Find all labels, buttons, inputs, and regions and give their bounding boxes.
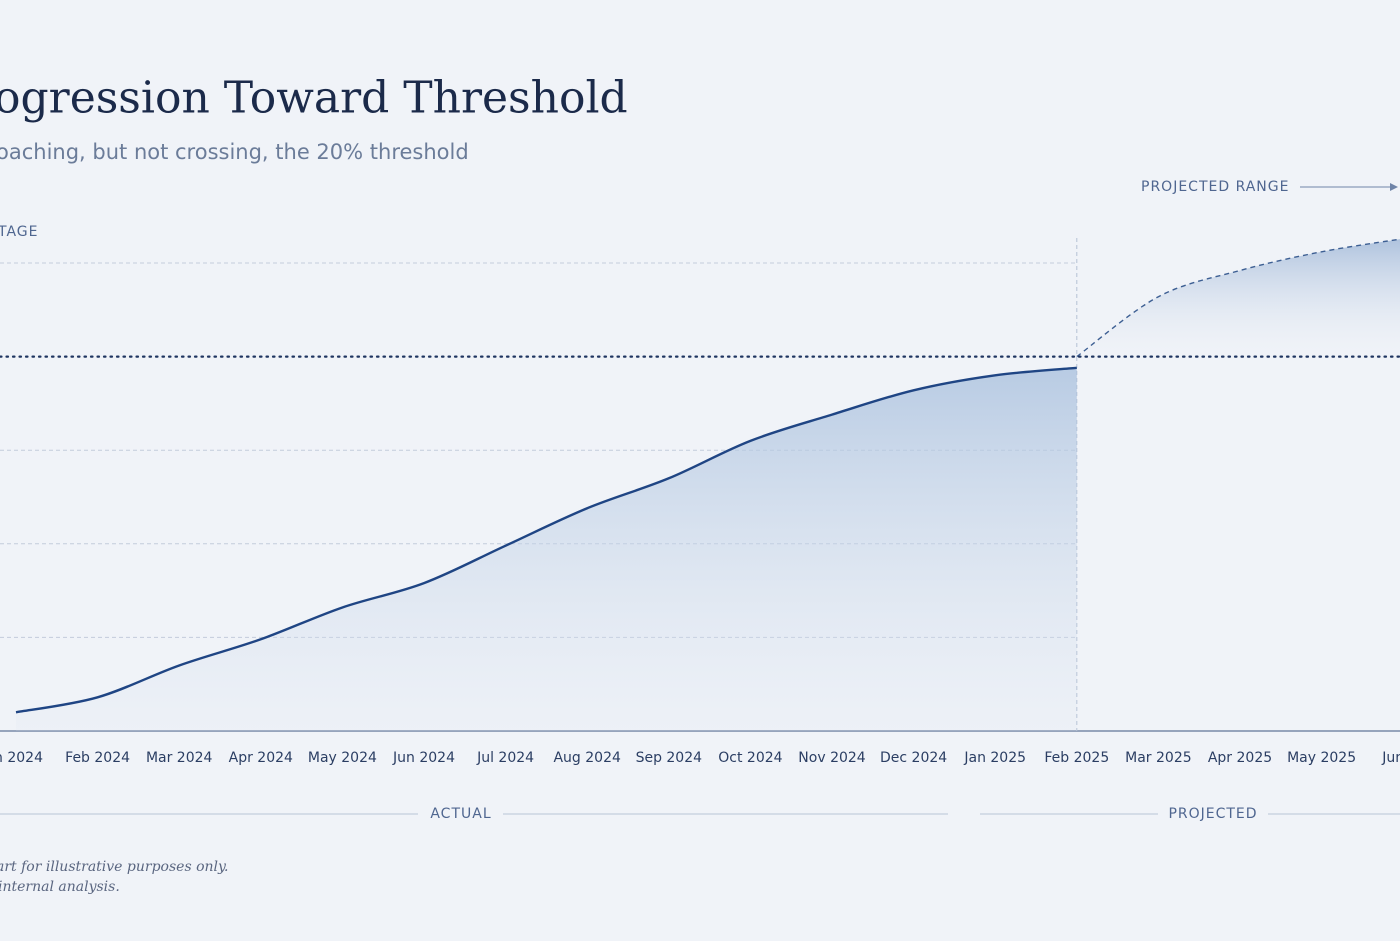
x-tick-label: Jun: [1381, 750, 1400, 766]
x-tick-label: Mar 2025: [1125, 750, 1192, 766]
x-tick-label: May 2024: [308, 750, 377, 766]
chart-title: ogression Toward Threshold: [0, 73, 628, 124]
projected-range-label: PROJECTED RANGE: [1141, 179, 1289, 195]
arrow-head: [1390, 183, 1398, 191]
x-tick-label: May 2025: [1287, 750, 1356, 766]
x-tick-label: Jan 2025: [963, 750, 1026, 766]
line: [1076, 238, 1400, 358]
x-tick-label: Mar 2024: [146, 750, 213, 766]
x-tick-label: Dec 2024: [880, 750, 947, 766]
x-tick-label: Apr 2024: [229, 750, 293, 766]
chart-subtitle: oaching, but not crossing, the 20% thres…: [0, 140, 469, 164]
footnote: art for illustrative purposes only.: [0, 859, 229, 875]
x-tick-label: an 2024: [0, 750, 43, 766]
x-tick-label: Oct 2024: [718, 750, 782, 766]
y-axis-label: TAGE: [0, 224, 39, 240]
x-tick-label: Aug 2024: [553, 750, 621, 766]
x-tick-label: Nov 2024: [798, 750, 865, 766]
x-tick-label: Apr 2025: [1208, 750, 1272, 766]
footnote: internal analysis.: [0, 879, 120, 895]
legend-label: ACTUAL: [430, 806, 491, 822]
x-tick-label: Feb 2025: [1044, 750, 1109, 766]
area: [1076, 239, 1400, 367]
x-tick-label: Jun 2024: [392, 750, 455, 766]
x-tick-label: Jul 2024: [476, 750, 534, 766]
line: [15, 366, 1077, 714]
x-tick-label: Feb 2024: [65, 750, 130, 766]
area: [16, 367, 1077, 731]
x-tick-label: Sep 2024: [636, 750, 703, 766]
legend-label: PROJECTED: [1168, 806, 1257, 822]
